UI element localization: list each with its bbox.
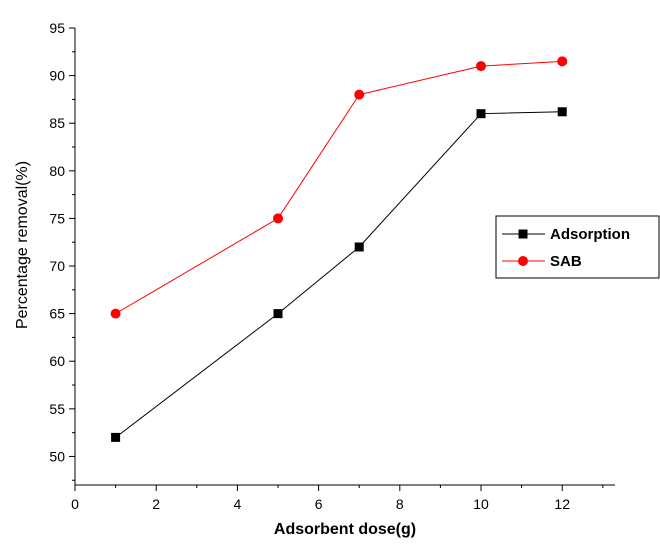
y-tick-label: 80 [49,163,65,179]
y-tick-label: 90 [49,68,65,84]
series-sab [110,56,568,319]
legend: Adsorption SAB [495,215,660,279]
y-axis-title: Percentage removal(%) [14,161,31,329]
y-tick-label: 60 [49,353,65,369]
y-tick-label: 65 [49,306,65,322]
series-adsorption [111,107,567,442]
x-axis-ticks: 0 2 4 6 8 10 12 [71,485,604,512]
x-tick-label: 2 [152,496,160,512]
legend-item-sab: SAB [502,253,582,270]
legend-item-adsorption: Adsorption [502,226,630,243]
data-point-sab [354,89,365,100]
x-tick-label: 8 [396,496,404,512]
legend-label-adsorption: Adsorption [550,226,630,243]
x-tick-label: 6 [315,496,323,512]
x-tick-label: 0 [71,496,79,512]
data-point-sab [557,56,568,67]
data-point-adsorption [111,432,121,442]
x-tick-label: 10 [473,496,489,512]
data-point-sab [110,308,121,319]
x-axis-title: Adsorbent dose(g) [274,521,416,538]
legend-label-sab: SAB [550,253,582,270]
y-tick-label: 95 [49,20,65,36]
y-tick-label: 50 [49,448,65,464]
data-point-sab [476,61,487,72]
data-point-adsorption [273,309,283,319]
x-tick-label: 4 [234,496,242,512]
series-line-sab [115,60,563,315]
data-point-adsorption [557,107,567,117]
legend-marker-sab [518,256,528,266]
y-axis-ticks: 50 55 60 65 70 75 80 85 90 95 [49,20,75,481]
y-tick-label: 70 [49,258,65,274]
legend-marker-adsorption [518,229,528,239]
y-tick-label: 75 [49,210,65,226]
data-point-sab [273,213,284,224]
data-point-adsorption [354,242,364,252]
y-tick-label: 85 [49,115,65,131]
legend-box [495,215,660,279]
series-layer [110,56,568,442]
x-tick-label: 12 [554,496,570,512]
y-tick-label: 55 [49,401,65,417]
data-point-adsorption [476,109,486,119]
